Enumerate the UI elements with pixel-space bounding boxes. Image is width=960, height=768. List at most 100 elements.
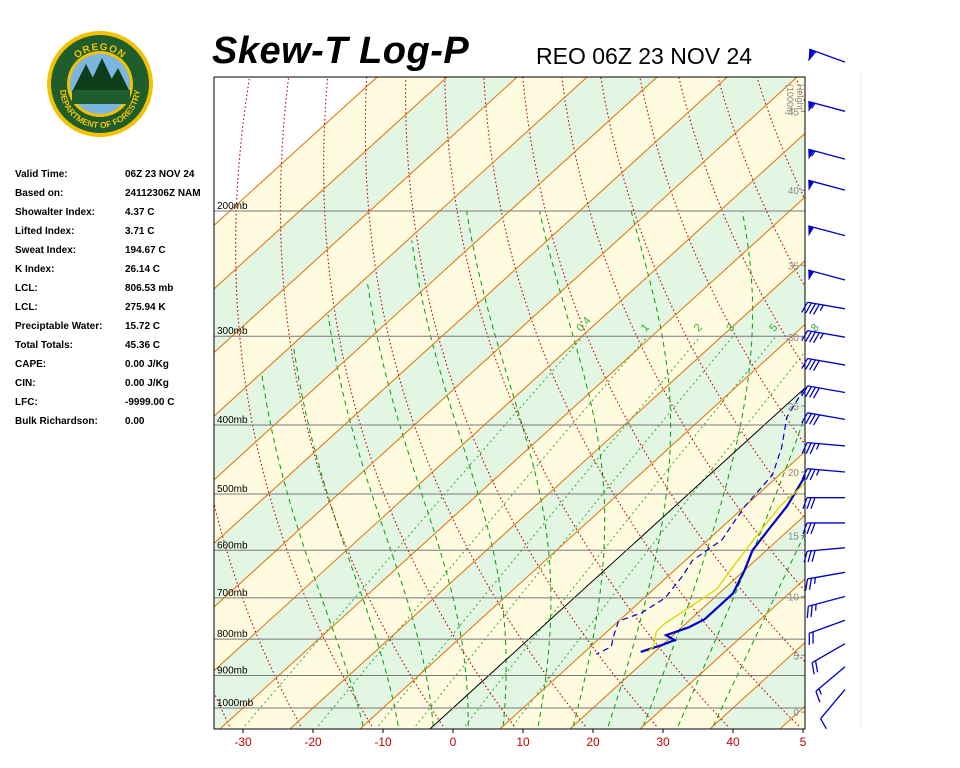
wind-barb-shaft <box>808 100 846 112</box>
wind-barb-flag <box>810 605 813 617</box>
isotherm-line <box>639 578 805 729</box>
wind-barb-flag <box>808 633 810 645</box>
index-label: Sweat Index: <box>15 245 77 256</box>
temperature-tick-label: -20 <box>304 735 322 749</box>
index-value: 3.71 C <box>125 226 155 237</box>
wind-barb <box>808 100 846 112</box>
wind-barb-flag <box>801 358 809 369</box>
isotherm-band <box>779 706 805 729</box>
index-label: Valid Time: <box>15 169 68 180</box>
dewpoint-profile <box>595 386 805 655</box>
wind-barb-flag <box>801 442 808 454</box>
dry-adiabat <box>881 0 960 726</box>
index-label: Preciptable Water: <box>15 321 103 332</box>
wind-barb-flag <box>801 385 809 397</box>
wind-barb-shaft <box>808 225 846 237</box>
index-row: K Index: 26.14 C <box>15 264 215 283</box>
index-row: LFC: -9999.00 C <box>15 397 215 416</box>
index-value: 45.36 C <box>125 340 161 351</box>
index-value: 806.53 mb <box>125 283 174 294</box>
wind-barb-shaft <box>811 643 846 664</box>
isotherm-line <box>499 450 805 729</box>
wind-barb-flag <box>810 522 816 535</box>
wind-barb-flag <box>801 330 809 342</box>
index-row: Valid Time: 06Z 23 NOV 24 <box>15 169 215 188</box>
wind-barb-flag <box>815 691 821 703</box>
pressure-label: 800mb <box>217 629 248 640</box>
height-tick-label: 10 <box>788 592 800 603</box>
index-label: LFC: <box>15 397 38 408</box>
wind-barb-shaft <box>808 595 846 607</box>
index-label: Bulk Richardson: <box>15 416 98 427</box>
wind-barb <box>802 522 845 535</box>
wind-barb-flag <box>807 550 812 563</box>
moist-adiabat <box>293 346 399 727</box>
wind-barb-flag <box>812 631 814 644</box>
isotherm-line <box>214 77 588 417</box>
wind-barb-flag <box>809 303 817 315</box>
pressure-label: 400mb <box>217 415 248 426</box>
wind-barb-flag <box>811 550 816 562</box>
wind-barb-shaft <box>808 148 846 160</box>
index-row: Bulk Richardson: 0.00 <box>15 416 215 435</box>
wind-barb-pennant <box>808 270 815 281</box>
index-label: CIN: <box>15 378 36 389</box>
wind-barb <box>808 225 846 237</box>
wind-barb <box>801 385 846 399</box>
wind-barb <box>807 48 846 63</box>
wind-barb-half-flag <box>819 304 824 311</box>
index-row: Showalter Index: 4.37 C <box>15 207 215 226</box>
wind-barb-flag <box>806 497 812 509</box>
pressure-label: 300mb <box>217 326 248 337</box>
wind-barb <box>820 689 846 730</box>
height-axis-label: Height(1000ft) <box>785 84 805 115</box>
wind-barb-shaft <box>807 468 846 473</box>
sounding-profiles <box>595 386 805 655</box>
height-tick-label: 35 <box>788 261 800 272</box>
pressure-label: 700mb <box>217 588 248 599</box>
wind-barb-flag <box>808 578 813 590</box>
height-tick-label: 30 <box>788 333 800 344</box>
wind-barb <box>801 329 846 344</box>
wind-barb <box>806 595 846 619</box>
pressure-label: 1000mb <box>217 698 254 709</box>
moist-adiabat <box>539 210 606 727</box>
isotherm-lines <box>214 77 805 729</box>
height-axis: 45 40 35 30 25 20 15 10 5 0 Height(1000ft) <box>785 84 805 719</box>
wind-barb-flag <box>810 497 816 509</box>
wind-barb <box>803 547 846 563</box>
dry-adiabat <box>323 77 515 727</box>
index-label: K Index: <box>15 264 55 275</box>
mixing-ratio-lines <box>244 335 805 727</box>
wind-barb-pennant <box>808 225 815 237</box>
index-value: 0.00 J/Kg <box>125 378 169 389</box>
index-row: Total Totals: 45.36 C <box>15 340 215 359</box>
wind-barb <box>801 412 846 426</box>
isotherm-line <box>359 323 805 729</box>
index-label: LCL: <box>15 283 38 294</box>
height-tick-label: 5 <box>793 651 799 662</box>
temperature-tick-label: 0 <box>450 735 457 749</box>
wind-barb-flag <box>805 358 813 370</box>
isotherm-line <box>289 260 805 729</box>
height-tick-label: 20 <box>788 468 800 479</box>
index-label: LCL: <box>15 302 38 313</box>
parcel-profile <box>647 482 805 653</box>
pressure-label: 500mb <box>217 484 248 495</box>
index-value: 15.72 C <box>125 321 161 332</box>
index-value: 0.00 <box>125 416 145 427</box>
isotherm-band <box>214 133 805 729</box>
wind-barb-half-flag <box>811 150 816 157</box>
moist-adiabat <box>466 210 552 727</box>
wind-barb-shaft <box>808 269 846 281</box>
moist-adiabat <box>411 240 507 727</box>
wind-barb-pennant <box>808 101 815 112</box>
wind-barb <box>808 148 846 160</box>
wind-barb-flag <box>805 302 813 314</box>
index-value: 194.67 C <box>125 245 166 256</box>
wind-barb <box>801 301 846 315</box>
dry-adiabat <box>522 77 805 663</box>
wind-barb-flag <box>806 606 809 619</box>
temperature-tick-label: 40 <box>726 735 740 749</box>
wind-barb-flag <box>801 468 808 480</box>
